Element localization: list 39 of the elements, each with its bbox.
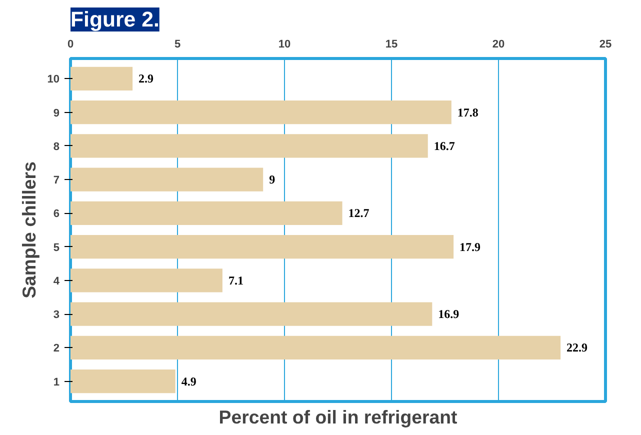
x-tick-label: 15 [385,38,398,50]
bar [70,201,342,225]
y-tick-label: 3 [53,309,60,322]
y-tick-label: 9 [53,107,60,120]
x-tick-label: 20 [492,38,505,50]
bar [70,302,432,326]
data-label: 12.7 [348,206,370,220]
bar [70,370,176,394]
y-tick-label: 6 [53,208,60,220]
bar [70,66,133,90]
data-label: 7.1 [228,273,244,288]
bar [70,268,222,292]
data-label: 16.7 [434,138,455,153]
bar [70,235,454,259]
data-label: 4.9 [181,374,196,388]
y-tick-label: 1 [53,376,60,388]
y-tick-label: 2 [53,342,60,355]
bar [70,336,561,360]
data-label: 2.9 [138,72,154,86]
x-tick-label: 5 [174,38,181,50]
y-tick-label: 8 [53,140,60,153]
y-tick-label: 10 [47,74,60,86]
data-label: 16.9 [438,307,460,322]
data-label: 9 [269,172,276,187]
bar [70,168,264,192]
x-tick-label: 10 [278,38,291,50]
bar [70,100,452,124]
y-tick-label: 7 [53,174,60,187]
y-tick-label: 5 [53,242,60,254]
x-tick-label: 0 [67,38,74,50]
data-label: 17.9 [460,240,481,254]
x-tick-label: 25 [599,38,612,50]
chart-title: Figure 2. [70,8,160,32]
y-tick-label: 4 [53,275,60,288]
data-label: 17.8 [457,105,478,120]
bar [70,134,428,158]
data-label: 22.9 [566,340,588,355]
y-axis-title: Sample chillers [18,162,40,298]
x-axis-title: Percent of oil in refrigerant [218,406,458,428]
